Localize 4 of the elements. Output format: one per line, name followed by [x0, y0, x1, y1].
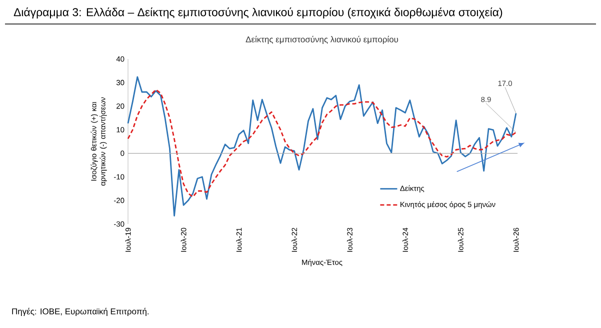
chart-title: Διάγραμμα 3: Ελλάδα – Δείκτης εμπιστοσύνης λιανικού εμπορίου (εποχικά διορθωμένα στοιχεία) — [14, 8, 502, 18]
line-series — [127, 76, 517, 216]
text: Πηγές: ΙΟΒΕ, Ευρωπαϊκή Επιτροπή. — [12, 308, 149, 316]
chart-subtitle: Δείκτης εμπιστοσύνης λιανικού εμπορίου — [246, 36, 398, 44]
